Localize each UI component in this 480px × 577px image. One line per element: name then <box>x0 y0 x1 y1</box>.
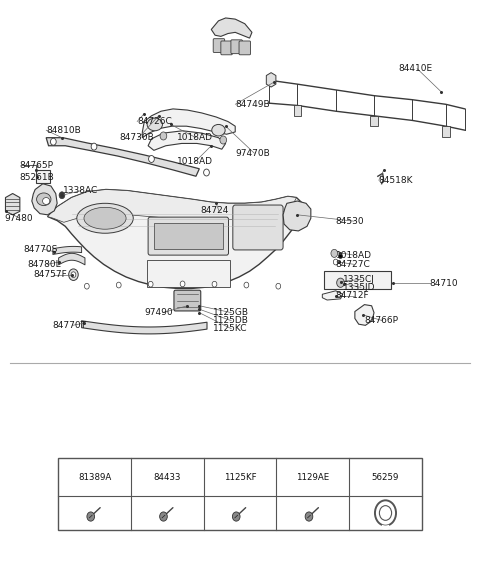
FancyBboxPatch shape <box>239 41 251 55</box>
Circle shape <box>212 282 217 287</box>
Circle shape <box>71 272 76 278</box>
Text: 1125GB: 1125GB <box>213 308 249 317</box>
Text: 84730B: 84730B <box>120 133 154 142</box>
Circle shape <box>276 283 281 289</box>
Polygon shape <box>148 131 226 151</box>
Text: 1129AE: 1129AE <box>296 473 329 482</box>
FancyBboxPatch shape <box>148 217 228 255</box>
Text: 1338AC: 1338AC <box>63 186 98 195</box>
Text: 84727C: 84727C <box>336 260 371 269</box>
Polygon shape <box>48 189 297 222</box>
FancyBboxPatch shape <box>213 39 225 53</box>
Circle shape <box>149 156 155 163</box>
Circle shape <box>148 282 153 287</box>
Text: 1335CJ: 1335CJ <box>343 275 375 284</box>
Circle shape <box>180 281 185 287</box>
Circle shape <box>232 512 240 521</box>
FancyBboxPatch shape <box>147 260 230 287</box>
Text: 84780L: 84780L <box>27 260 60 269</box>
Circle shape <box>336 278 344 287</box>
Text: 1018AD: 1018AD <box>177 158 213 166</box>
Text: 84749B: 84749B <box>235 100 270 109</box>
Text: 84766P: 84766P <box>364 316 398 325</box>
Text: 84433: 84433 <box>154 473 181 482</box>
Circle shape <box>338 254 342 258</box>
Circle shape <box>160 132 167 140</box>
Polygon shape <box>48 189 303 288</box>
Text: 84757F: 84757F <box>33 270 67 279</box>
Text: 84765P: 84765P <box>19 161 53 170</box>
Text: 1018AD: 1018AD <box>336 250 372 260</box>
Ellipse shape <box>84 207 126 229</box>
Circle shape <box>160 512 168 521</box>
Text: 97470B: 97470B <box>235 149 270 158</box>
FancyBboxPatch shape <box>370 116 378 126</box>
FancyBboxPatch shape <box>36 170 50 182</box>
Polygon shape <box>323 291 343 300</box>
Circle shape <box>84 283 89 289</box>
FancyBboxPatch shape <box>233 205 283 250</box>
Polygon shape <box>143 109 235 138</box>
Circle shape <box>116 282 121 288</box>
Text: 56259: 56259 <box>372 473 399 482</box>
Text: 85261B: 85261B <box>19 174 54 182</box>
Text: 1018AD: 1018AD <box>177 133 213 142</box>
FancyBboxPatch shape <box>58 458 422 530</box>
Text: 84712F: 84712F <box>336 291 369 301</box>
Text: 84770S: 84770S <box>24 245 58 254</box>
Circle shape <box>69 269 78 280</box>
Polygon shape <box>283 201 311 231</box>
Polygon shape <box>211 18 252 38</box>
Ellipse shape <box>77 203 133 233</box>
FancyBboxPatch shape <box>174 290 201 311</box>
Ellipse shape <box>43 197 50 204</box>
Text: 84810B: 84810B <box>46 126 81 134</box>
Text: 1125KC: 1125KC <box>213 324 248 334</box>
Circle shape <box>244 282 249 288</box>
Text: 84518K: 84518K <box>379 176 413 185</box>
Polygon shape <box>32 183 57 215</box>
Text: 1125KF: 1125KF <box>224 473 256 482</box>
Polygon shape <box>266 73 276 87</box>
Circle shape <box>50 138 56 145</box>
Text: 97490: 97490 <box>144 308 173 317</box>
Text: 97480: 97480 <box>4 213 33 223</box>
Circle shape <box>91 143 97 150</box>
Circle shape <box>204 169 209 176</box>
Text: 84724: 84724 <box>201 207 229 215</box>
Circle shape <box>331 249 337 257</box>
Ellipse shape <box>212 125 225 136</box>
Circle shape <box>220 136 227 144</box>
Text: 1335JD: 1335JD <box>343 283 375 292</box>
FancyBboxPatch shape <box>324 271 391 288</box>
Circle shape <box>59 192 65 198</box>
Text: 1125DB: 1125DB <box>213 316 249 325</box>
Text: 84770T: 84770T <box>52 321 86 330</box>
Ellipse shape <box>147 118 162 131</box>
Circle shape <box>333 259 338 265</box>
Circle shape <box>87 512 95 521</box>
Polygon shape <box>355 305 374 325</box>
Circle shape <box>305 512 313 521</box>
FancyBboxPatch shape <box>442 126 450 137</box>
Ellipse shape <box>36 193 51 205</box>
Polygon shape <box>46 138 199 176</box>
Text: 84710: 84710 <box>430 279 458 288</box>
FancyBboxPatch shape <box>231 40 242 54</box>
Text: 84410E: 84410E <box>398 64 432 73</box>
Text: 84726C: 84726C <box>137 117 172 126</box>
FancyBboxPatch shape <box>221 41 232 55</box>
FancyBboxPatch shape <box>154 223 223 249</box>
Polygon shape <box>5 193 20 215</box>
Text: 81389A: 81389A <box>78 473 111 482</box>
FancyBboxPatch shape <box>294 106 301 116</box>
Text: 84530: 84530 <box>336 216 364 226</box>
